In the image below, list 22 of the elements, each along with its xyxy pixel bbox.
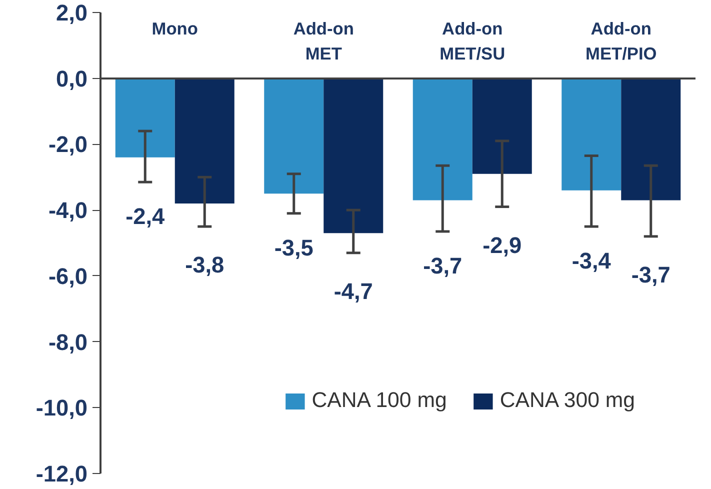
x-tick-label: Add-on MET/PIO [586, 18, 657, 64]
data-label: -3,5 [274, 234, 314, 260]
data-label: -4,7 [334, 278, 373, 304]
y-tick-label: -4,0 [48, 197, 88, 224]
x-tick-label: Mono [152, 18, 198, 38]
legend-label: CANA 100 mg [312, 388, 447, 413]
data-label: -3,8 [185, 252, 224, 278]
y-tick-label: 0,0 [56, 65, 88, 92]
y-tick-label: -12,0 [36, 460, 88, 486]
data-label: -3,7 [631, 261, 670, 288]
x-tick-label: Add-on MET [293, 18, 354, 64]
data-label: -3,7 [423, 252, 462, 278]
data-label: -2,4 [126, 203, 166, 230]
y-tick-label: 2,0 [56, 0, 88, 26]
data-label: -3,4 [572, 248, 612, 274]
y-tick-label: -6,0 [48, 262, 88, 289]
legend-label: CANA 300 mg [500, 388, 635, 413]
x-tick-label: Add-on MET/SU [440, 18, 506, 64]
y-tick-label: -2,0 [48, 131, 88, 158]
data-label: -2,9 [482, 232, 522, 258]
y-tick-label: -8,0 [48, 328, 88, 355]
y-tick-label: -10,0 [36, 394, 88, 421]
